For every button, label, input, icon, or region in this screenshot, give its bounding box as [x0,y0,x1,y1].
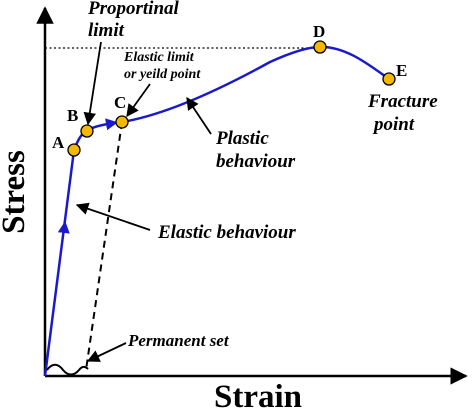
curve-direction-arrow-upper [105,118,118,131]
curve-direction-arrow-lower [57,221,70,234]
point-d-label: D [313,22,325,41]
fracture-point-line-1: Fracture [367,91,438,112]
point-a-label: A [52,133,65,152]
elastic-limit-line-2: or yeild point [124,67,201,82]
plastic-behaviour-arrow [186,96,212,135]
elastic-behaviour-label: Elastic behaviour [157,222,296,243]
point-c-label: C [114,93,126,112]
proportional-limit-line-2: limit [88,20,125,41]
point-e-label: E [396,61,407,80]
point-e-marker [382,72,396,86]
unloading-dashed-line [85,121,123,371]
elastic-behaviour-arrow [75,202,151,231]
elastic-limit-arrow [126,83,151,118]
point-b-label: B [67,106,78,125]
point-b-marker [80,124,94,138]
fracture-point-line-2: point [372,114,415,135]
elastic-limit-line-1: Elastic limit [123,50,195,65]
y-axis-title: Stress [0,150,32,234]
x-axis-title: Strain [214,379,302,410]
point-a-marker [67,143,81,157]
point-d-marker [313,40,327,54]
plastic-behaviour-line-1: Plastic [215,128,269,149]
permanent-set-brace [46,363,89,376]
proportional-limit-line-1: Proportinal [87,0,180,19]
proportional-limit-arrow [83,41,102,126]
plastic-behaviour-line-2: behaviour [216,151,296,172]
point-c-marker [115,115,129,129]
permanent-set-arrow [86,342,127,362]
permanent-set-label: Permanent set [127,331,230,350]
